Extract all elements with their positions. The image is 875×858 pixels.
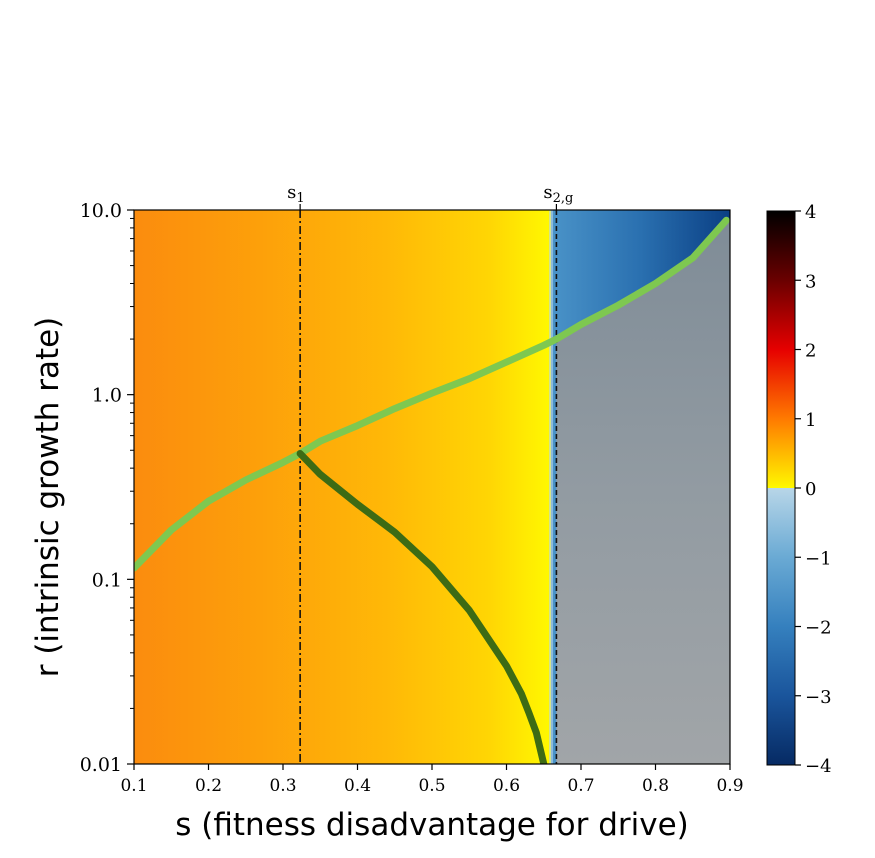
series-line-0 [134, 216, 730, 572]
x-tick-label: 0.5 [418, 776, 445, 796]
x-tick-label: 0.7 [567, 776, 594, 796]
y-axis: 0.01 0.1 1.0 10.0 [80, 200, 134, 776]
x-tick-label: 0.9 [716, 776, 743, 796]
x-axis-label: s (fitness disadvantage for drive) [175, 807, 689, 843]
x-axis: 0.1 0.2 0.3 0.4 0.5 0.6 0.7 0.8 0.9 [120, 764, 744, 796]
y-tick-label: 1.0 [92, 385, 122, 407]
x-tick-label: 0.1 [120, 776, 147, 796]
top-markers: s1 s2,g [287, 182, 573, 210]
top-marker-label-0: s1 [287, 182, 305, 206]
heatmap-boundary-strip [549, 210, 553, 764]
colorbar-tick-label: −4 [805, 756, 832, 777]
y-tick-label: 10.0 [80, 200, 122, 222]
colorbar-tick-label: 3 [805, 271, 816, 292]
colorbar: 4 3 2 1 0 −1 −2 −3 −4 [766, 202, 832, 777]
x-tick-label: 0.6 [493, 776, 520, 796]
colorbar-tick-label: −1 [805, 548, 832, 569]
y-axis-label: r (intrinsic growth rate) [30, 317, 66, 678]
x-tick-label: 0.8 [642, 776, 669, 796]
colorbar-tick-label: −3 [805, 687, 832, 708]
colorbar-tick-label: 0 [805, 479, 816, 500]
colorbar-tick-label: 2 [805, 341, 816, 362]
y-tick-label: 0.01 [80, 754, 122, 776]
colorbar-tick-label: −2 [805, 618, 832, 639]
x-tick-label: 0.2 [195, 776, 222, 796]
top-marker-subscript-0: 1 [296, 191, 304, 206]
colorbar-gradient [766, 210, 796, 766]
series-line-1 [296, 450, 548, 764]
x-tick-label: 0.4 [344, 776, 371, 796]
heatmap-warm-region [134, 210, 553, 764]
top-marker-label-1: s2,g [543, 182, 573, 206]
colorbar-tick-label: 1 [805, 410, 816, 431]
colorbar-tick-label: 4 [805, 202, 816, 223]
extinction-region [556, 220, 730, 764]
top-marker-subscript-1: 2,g [553, 191, 574, 206]
plot-area [134, 210, 730, 764]
y-tick-label: 0.1 [92, 569, 122, 591]
x-tick-label: 0.3 [269, 776, 296, 796]
